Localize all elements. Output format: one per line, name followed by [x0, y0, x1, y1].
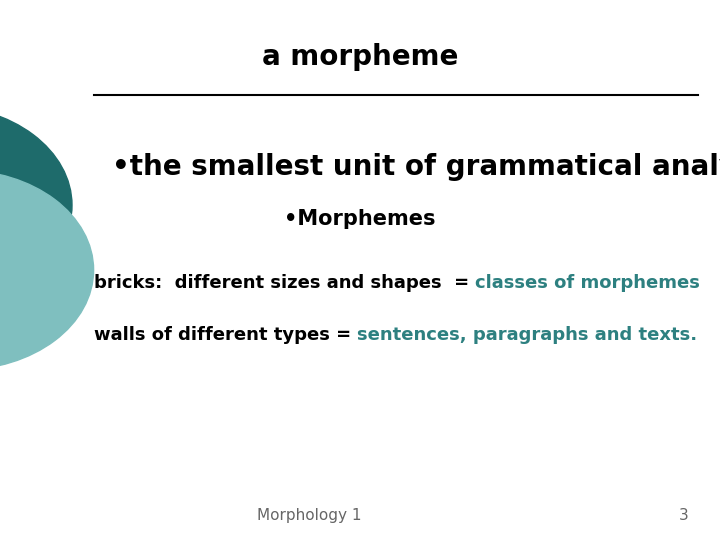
Text: sentences, paragraphs and texts.: sentences, paragraphs and texts.	[357, 326, 697, 344]
Text: a morpheme: a morpheme	[262, 43, 458, 71]
Text: Morphology 1: Morphology 1	[257, 508, 362, 523]
Text: bricks:  different sizes and shapes  =: bricks: different sizes and shapes =	[94, 274, 475, 293]
Text: walls of different types =: walls of different types =	[94, 326, 357, 344]
Text: classes of morphemes: classes of morphemes	[475, 274, 700, 293]
Circle shape	[0, 105, 72, 305]
Text: •Morphemes: •Morphemes	[284, 208, 436, 229]
Text: •the smallest unit of grammatical analysis.: •the smallest unit of grammatical analys…	[112, 153, 720, 181]
Text: 3: 3	[679, 508, 689, 523]
Circle shape	[0, 170, 94, 370]
